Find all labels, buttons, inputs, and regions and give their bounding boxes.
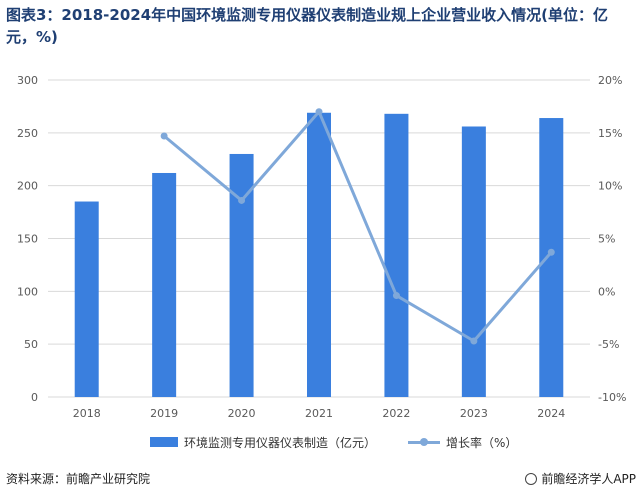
legend-item-growth: 增长率（%） bbox=[408, 432, 517, 452]
legend-bar-swatch bbox=[150, 437, 178, 447]
y-left-tick-label: 200 bbox=[17, 180, 38, 193]
y-right-tick-label: 20% bbox=[598, 74, 622, 87]
brand-icon bbox=[525, 472, 538, 485]
x-tick-label: 2020 bbox=[228, 407, 256, 420]
y-right-tick-label: 10% bbox=[598, 180, 622, 193]
growth-point bbox=[160, 132, 168, 140]
bar-2022 bbox=[384, 113, 409, 398]
growth-point bbox=[470, 337, 478, 345]
legend: 环境监测专用仪器仪表制造（亿元） 增长率（%） bbox=[0, 432, 644, 452]
growth-point bbox=[392, 292, 400, 300]
x-tick-label: 2021 bbox=[305, 407, 333, 420]
brand-credit: 前瞻经济学人APP bbox=[525, 470, 636, 487]
y-left-tick-label: 100 bbox=[17, 285, 38, 298]
y-right-tick-label: 5% bbox=[598, 233, 615, 246]
bar-2023 bbox=[461, 126, 486, 397]
growth-point bbox=[238, 196, 246, 204]
x-tick-label: 2019 bbox=[150, 407, 178, 420]
source-note: 资料来源：前瞻产业研究院 bbox=[6, 472, 151, 486]
bar-2024 bbox=[539, 118, 564, 397]
x-tick-label: 2024 bbox=[537, 407, 565, 420]
chart-title: 图表3：2018-2024年中国环境监测专用仪器仪表制造业规上企业营业收入情况(… bbox=[6, 6, 609, 46]
legend-label-growth: 增长率（%） bbox=[446, 435, 518, 450]
x-tick-label: 2018 bbox=[73, 407, 101, 420]
y-left-tick-label: 300 bbox=[17, 74, 38, 87]
y-left-tick-label: 150 bbox=[17, 233, 38, 246]
legend-label-revenue: 环境监测专用仪器仪表制造（亿元） bbox=[184, 435, 377, 450]
y-left-tick-label: 50 bbox=[24, 338, 38, 351]
y-right-tick-label: 0% bbox=[598, 285, 615, 298]
x-tick-label: 2023 bbox=[460, 407, 488, 420]
y-left-tick-label: 250 bbox=[17, 127, 38, 140]
y-right-tick-label: -10% bbox=[598, 391, 626, 404]
y-left-tick-label: 0 bbox=[31, 391, 38, 404]
growth-point bbox=[547, 248, 555, 256]
y-right-tick-label: 15% bbox=[598, 127, 622, 140]
y-right-tick-label: -5% bbox=[598, 338, 619, 351]
x-tick-label: 2022 bbox=[382, 407, 410, 420]
bar-2019 bbox=[152, 172, 177, 397]
bar-2021 bbox=[307, 112, 331, 398]
legend-line-swatch bbox=[408, 437, 440, 447]
growth-line bbox=[163, 110, 553, 343]
growth-point bbox=[315, 108, 323, 116]
bar-2018 bbox=[74, 201, 99, 397]
brand-text: 前瞻经济学人APP bbox=[541, 472, 636, 486]
legend-item-revenue: 环境监测专用仪器仪表制造（亿元） bbox=[150, 432, 376, 452]
